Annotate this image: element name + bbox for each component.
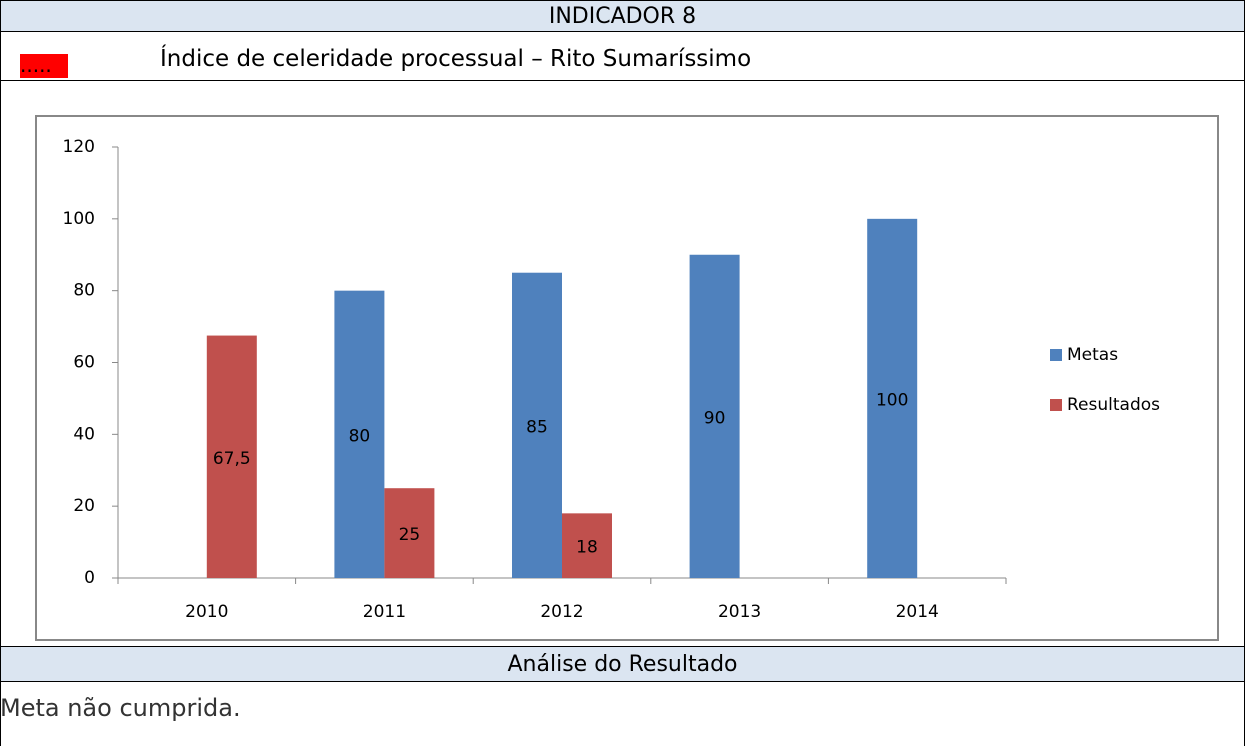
y-tick-label: 20 [73,496,95,516]
y-tick-label: 80 [73,281,95,301]
y-tick-label: 100 [63,209,95,229]
bar [867,218,918,579]
data-label: 100 [876,390,908,410]
legend-label: Metas [1067,345,1118,365]
subtitle: Índice de celeridade processual – Rito S… [160,46,752,72]
bar [689,254,740,578]
bar [206,335,257,578]
border [0,0,1,746]
bar [384,488,435,578]
y-tick-label: 40 [73,424,95,444]
x-tick-label: 2013 [718,602,761,622]
x-tick-label: 2014 [896,602,939,622]
data-label: 85 [526,417,548,437]
x-tick-label: 2010 [185,602,228,622]
data-label: 25 [399,525,421,545]
bar [512,272,562,578]
y-tick-label: 120 [63,137,95,157]
legend-swatch [1050,349,1062,361]
data-label: 67,5 [213,449,251,469]
legend-label: Resultados [1067,395,1160,415]
status-marker: ..... [20,54,68,78]
analysis-text: Meta não cumprida. [0,694,241,722]
bar [562,513,612,578]
rule [0,80,1245,81]
data-label: 80 [349,426,371,446]
x-tick-label: 2012 [540,602,583,622]
analysis-title: Análise do Resultado [0,646,1245,682]
legend-swatch [1050,399,1062,411]
header-title: INDICADOR 8 [0,0,1245,32]
chart: 0 20 40 60 80 100 120 2010 67,5 2011 80 25 2012 85 18 2… [35,115,1219,641]
data-label: 90 [704,408,726,428]
x-tick-label: 2011 [363,602,406,622]
data-label: 18 [576,538,598,558]
y-tick-label: 0 [84,568,95,588]
bar [334,290,385,578]
y-tick-label: 60 [73,353,95,373]
